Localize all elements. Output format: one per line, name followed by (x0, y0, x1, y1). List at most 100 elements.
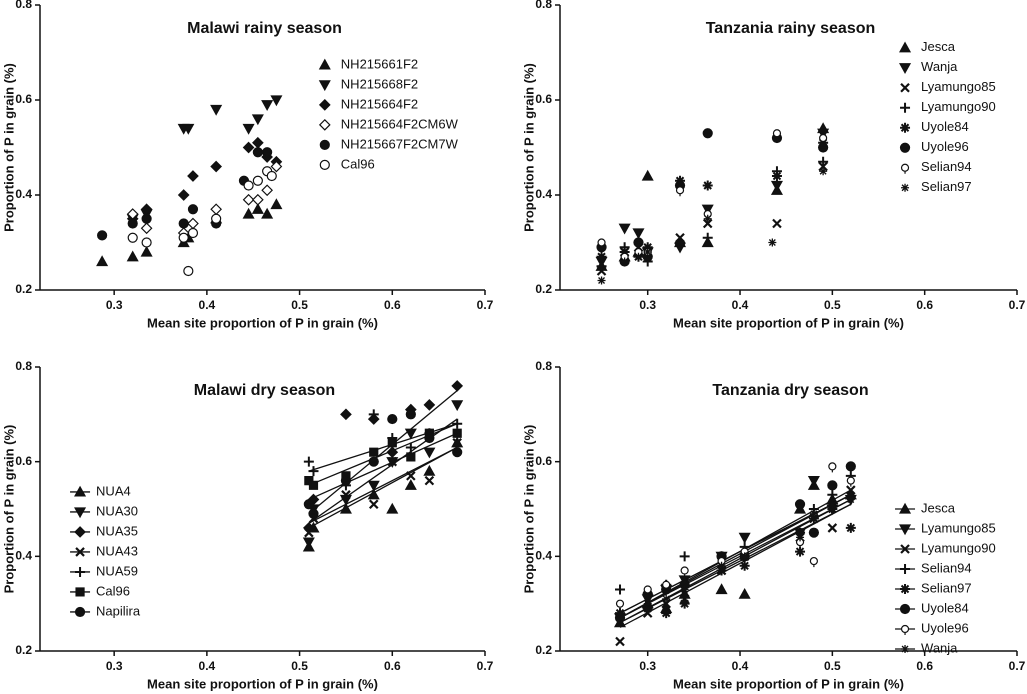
x-tick-label: 0.3 (106, 298, 123, 312)
marker (210, 104, 223, 116)
legend-marker (900, 102, 911, 113)
series (302, 436, 464, 552)
marker (308, 480, 319, 490)
legend-marker (74, 485, 87, 497)
legend-label: NUA4 (96, 483, 131, 498)
legend-marker (900, 544, 910, 554)
marker (183, 265, 194, 277)
marker (452, 437, 462, 448)
marker (676, 238, 685, 247)
y-tick-label: 0.2 (15, 282, 32, 296)
x-tick-label: 0.7 (1009, 659, 1026, 673)
marker (270, 95, 283, 107)
chart-title: Malawi dry season (194, 382, 335, 399)
marker (341, 490, 351, 500)
legend-marker (74, 507, 87, 519)
y-axis-label: Proportion of P in grain (%) (521, 425, 536, 594)
legend-label: Wanja (921, 59, 958, 74)
legend-marker (74, 526, 86, 538)
marker (127, 218, 138, 229)
trendline (308, 418, 458, 524)
marker (642, 242, 653, 253)
legend-marker (899, 41, 912, 53)
legend-label: Selian94 (921, 560, 972, 575)
legend-marker (74, 606, 86, 618)
series (595, 122, 830, 271)
marker (662, 594, 671, 603)
marker (827, 480, 838, 491)
marker (740, 552, 749, 561)
x-tick-label: 0.4 (199, 659, 216, 673)
marker (597, 276, 606, 285)
y-tick-label: 0.8 (535, 0, 552, 11)
marker (178, 218, 189, 229)
y-axis-label: Proportion of P in grain (%) (521, 63, 536, 232)
marker (817, 128, 830, 140)
marker (772, 129, 782, 140)
series (302, 400, 464, 549)
legend-marker (900, 624, 910, 635)
marker (340, 475, 352, 486)
y-tick-label: 0.4 (15, 187, 32, 201)
marker (210, 203, 222, 216)
x-tick-label: 0.6 (384, 298, 401, 312)
marker (261, 100, 274, 111)
marker (680, 566, 689, 577)
marker (818, 142, 829, 153)
marker (616, 609, 625, 618)
marker (679, 598, 690, 609)
marker (452, 447, 463, 458)
marker (141, 213, 152, 224)
marker (845, 522, 856, 533)
trendline (619, 494, 852, 614)
x-tick-label: 0.3 (106, 659, 123, 673)
marker (615, 599, 625, 610)
marker (261, 207, 274, 219)
legend-marker (900, 163, 910, 174)
legend-marker (899, 142, 911, 153)
marker (406, 471, 416, 481)
x-tick-label: 0.7 (1009, 298, 1026, 312)
legend-marker (899, 603, 911, 615)
legend-marker (75, 587, 85, 597)
marker (634, 252, 643, 261)
marker (596, 261, 607, 272)
marker (251, 203, 264, 214)
marker (662, 580, 671, 591)
y-tick-label: 0.6 (535, 92, 552, 106)
marker (126, 250, 139, 262)
legend-marker (318, 80, 331, 92)
marker (424, 432, 435, 444)
legend-marker (900, 82, 910, 93)
marker (619, 247, 630, 257)
marker (270, 160, 283, 173)
marker (772, 218, 782, 229)
marker (819, 167, 828, 176)
y-tick-label: 0.8 (535, 359, 552, 373)
legend-label: Selian97 (921, 179, 972, 194)
marker (243, 180, 254, 191)
chart-panel: 0.2 0.4 0.6 0.8 0.3 0.4 0.5 0.6 0.7 Tanzania rain… (521, 0, 1025, 330)
marker (716, 565, 727, 576)
series (597, 129, 828, 263)
marker (768, 238, 777, 247)
x-tick-label: 0.4 (732, 659, 749, 673)
legend-marker (75, 566, 86, 577)
legend-label: NH215664F2CM6W (341, 116, 459, 131)
marker (340, 408, 352, 421)
marker (178, 232, 189, 243)
trendline (308, 432, 458, 501)
x-tick-label: 0.5 (824, 298, 841, 312)
marker (210, 160, 222, 173)
marker (252, 136, 264, 149)
trendline (308, 446, 458, 529)
legend-marker (319, 139, 330, 150)
marker (303, 499, 314, 510)
x-tick-label: 0.5 (291, 298, 308, 312)
trendline (308, 423, 458, 486)
legend-label: Uyole96 (921, 620, 969, 635)
legend-label: Uyole96 (921, 139, 969, 154)
marker (633, 237, 644, 248)
marker (404, 479, 417, 490)
